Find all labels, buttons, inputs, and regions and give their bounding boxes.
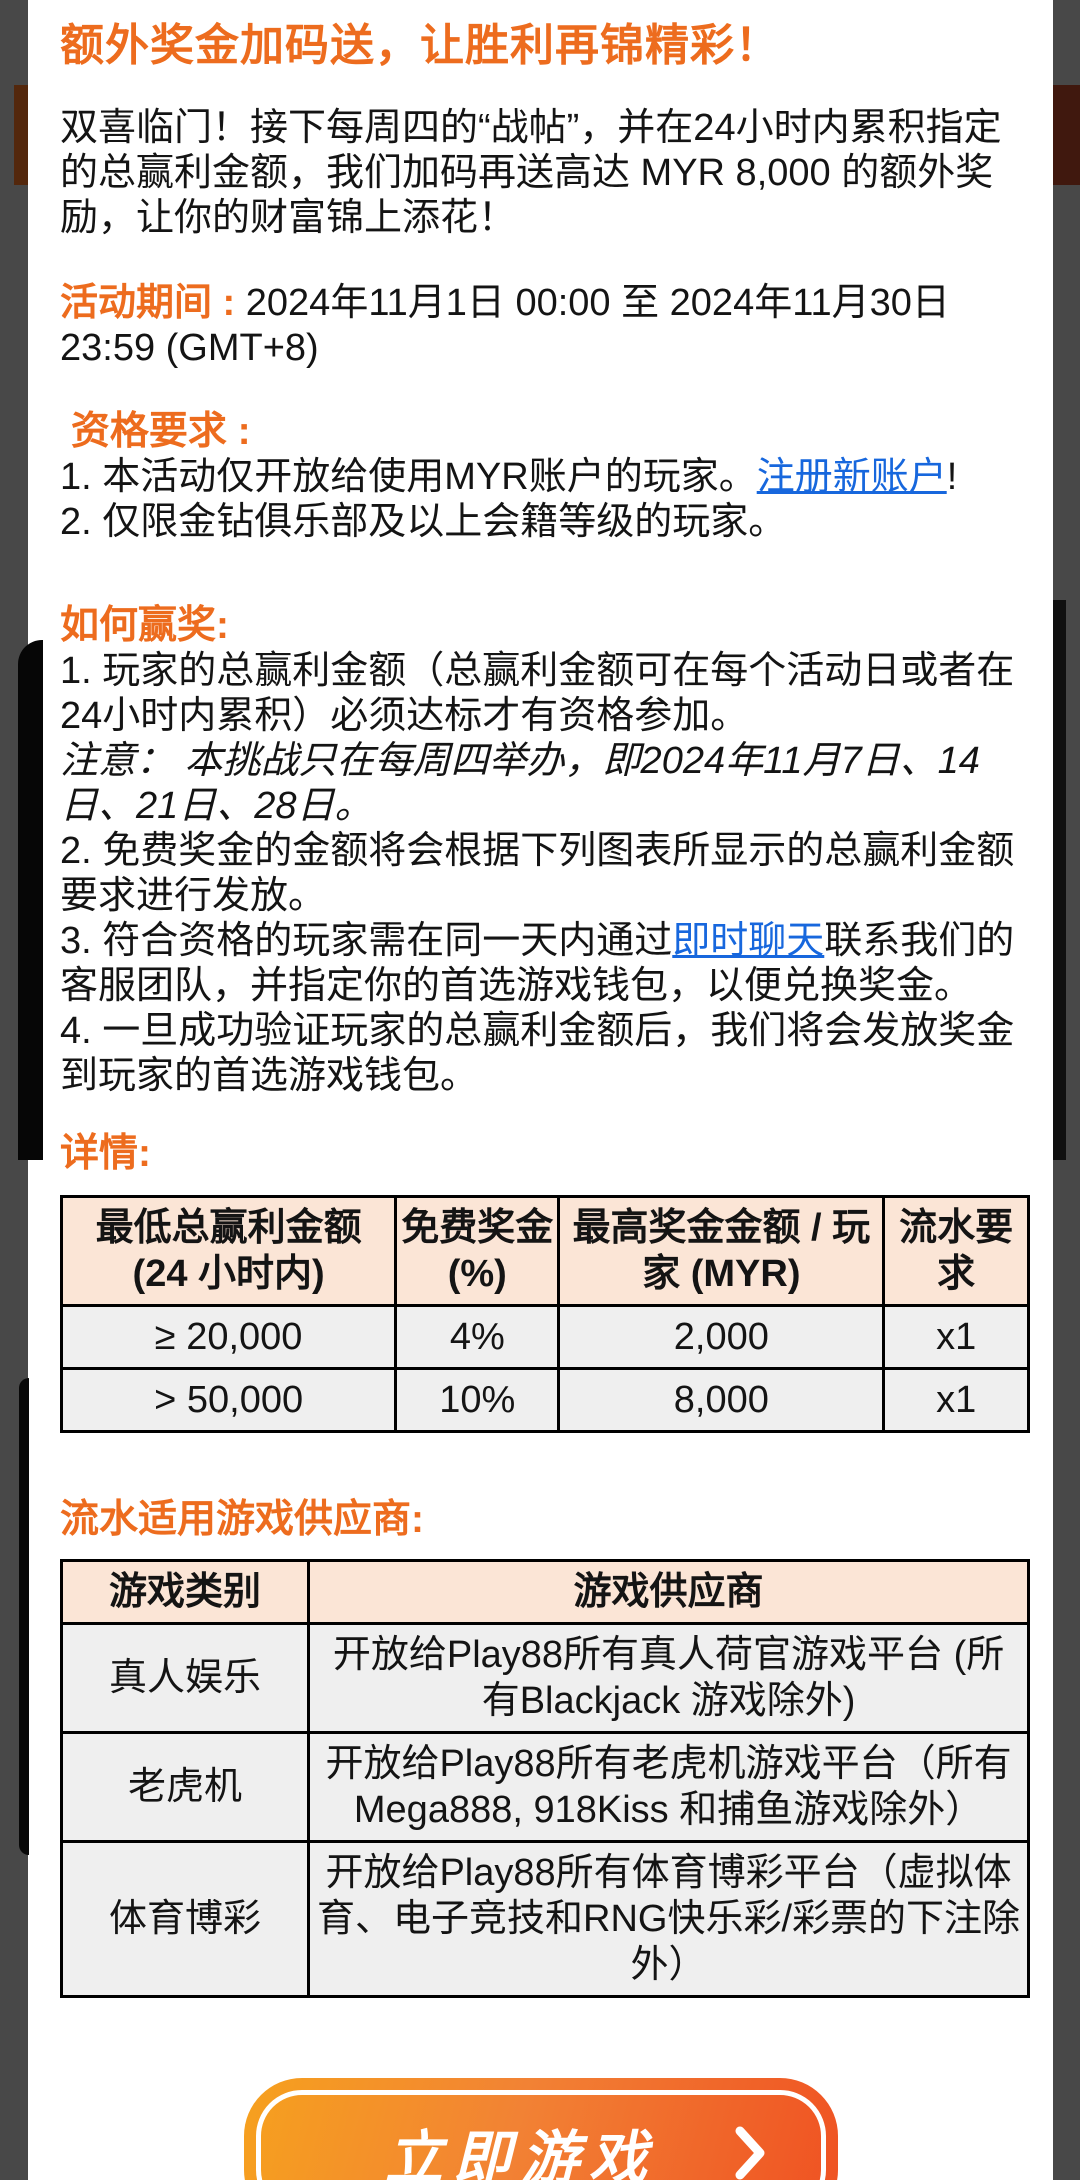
play-now-button[interactable]: 立即游戏: [244, 2078, 838, 2180]
cell-min-winnings: ≥ 20,000: [59, 1304, 398, 1370]
table-row: 真人娱乐 开放给Play88所有真人荷官游戏平台 (所有Blackjack 游戏…: [59, 1622, 1030, 1734]
eligibility-item-2: 2. 仅限金钻俱乐部及以上会籍等级的玩家。: [60, 501, 787, 543]
promo-intro: 双喜临门！接下每周四的“战帖”，并在24小时内累积指定的总赢利金额，我们加码再送…: [60, 107, 1002, 239]
how-to-win-item-2: 2. 免费奖金的金额将会根据下列图表所显示的总赢利金额要求进行发放。: [60, 830, 1015, 917]
cell-category: 真人娱乐: [59, 1622, 311, 1734]
cell-category: 老虎机: [59, 1731, 311, 1843]
cell-provider: 开放给Play88所有体育博彩平台（虚拟体育、电子竞技和RNG快乐彩/彩票的下注…: [307, 1840, 1030, 1998]
table-row: ≥ 20,000 4% 2,000 x1: [59, 1304, 1030, 1370]
cell-category: 体育博彩: [59, 1840, 311, 1998]
how-to-win-list: 1. 玩家的总赢利金额（总赢利金额可在每个活动日或者在24小时内累积）必须达标才…: [60, 649, 1030, 1099]
details-col-min-winnings: 最低总赢利金额 (24 小时内): [59, 1195, 398, 1307]
eligibility-item-1: 1. 本活动仅开放给使用MYR账户的玩家。注册新账户!: [60, 456, 958, 498]
cell-min-winnings: > 50,000: [59, 1367, 398, 1433]
promo-content-card: 额外奖金加码送，让胜利再锦精彩！ 双喜临门！接下每周四的“战帖”，并在24小时内…: [28, 0, 1053, 2180]
details-table: 最低总赢利金额 (24 小时内) 免费奖金 (%) 最高奖金金额 / 玩家 (M…: [59, 1195, 1030, 1433]
cell-turnover: x1: [882, 1304, 1030, 1370]
cell-free-bonus: 10%: [394, 1367, 561, 1433]
how-to-win-item-4: 4. 一旦成功验证玩家的总赢利金额后，我们将会发放奖金到玩家的首选游戏钱包。: [60, 1010, 1015, 1097]
play-now-label: 立即游戏: [384, 2126, 657, 2180]
cell-max-bonus: 2,000: [557, 1304, 886, 1370]
how-to-win-item-1: 1. 玩家的总赢利金额（总赢利金额可在每个活动日或者在24小时内累积）必须达标才…: [60, 650, 1015, 737]
providers-col-provider: 游戏供应商: [307, 1559, 1030, 1625]
how-to-win-heading: 如何赢奖:: [60, 604, 229, 647]
providers-col-category: 游戏类别: [59, 1559, 311, 1625]
how-to-win-note: 注意： 本挑战只在每周四举办，即2024年11月7日、14日、21日、28日。: [60, 740, 980, 827]
cell-free-bonus: 4%: [394, 1304, 561, 1370]
cell-provider: 开放给Play88所有真人荷官游戏平台 (所有Blackjack 游戏除外): [307, 1622, 1030, 1734]
table-row: 体育博彩 开放给Play88所有体育博彩平台（虚拟体育、电子竞技和RNG快乐彩/…: [59, 1840, 1030, 1998]
cell-provider: 开放给Play88所有老虎机游戏平台（所有Mega888, 918Kiss 和捕…: [307, 1731, 1030, 1843]
live-chat-link[interactable]: 即时聊天: [672, 920, 825, 962]
cell-turnover: x1: [882, 1367, 1030, 1433]
cell-max-bonus: 8,000: [557, 1367, 886, 1433]
chevron-right-icon: [735, 2126, 765, 2180]
details-col-turnover: 流水要求: [882, 1195, 1030, 1307]
period-value: 2024年11月1日 00:00 至 2024年11月30日 23:59 (GM…: [60, 282, 950, 369]
table-header-row: 游戏类别 游戏供应商: [59, 1559, 1030, 1625]
promo-period: 活动期间 : 2024年11月1日 00:00 至 2024年11月30日 23…: [60, 281, 1030, 371]
details-heading: 详情:: [60, 1132, 151, 1175]
table-header-row: 最低总赢利金额 (24 小时内) 免费奖金 (%) 最高奖金金额 / 玩家 (M…: [59, 1195, 1030, 1307]
how-to-win-item-3: 3. 符合资格的玩家需在同一天内通过即时聊天联系我们的客服团队，并指定你的首选游…: [60, 920, 1015, 1007]
table-row: 老虎机 开放给Play88所有老虎机游戏平台（所有Mega888, 918Kis…: [59, 1731, 1030, 1843]
details-col-max-bonus: 最高奖金金额 / 玩家 (MYR): [557, 1195, 886, 1307]
providers-heading: 流水适用游戏供应商:: [60, 1498, 424, 1541]
background-panel-dark-left-upper: [18, 640, 43, 1160]
providers-table: 游戏类别 游戏供应商 真人娱乐 开放给Play88所有真人荷官游戏平台 (所有B…: [59, 1559, 1030, 1998]
background-panel-dark-left-lower: [19, 1378, 29, 1855]
table-row: > 50,000 10% 8,000 x1: [59, 1367, 1030, 1433]
register-account-link[interactable]: 注册新账户: [756, 456, 947, 498]
eligibility-list: 1. 本活动仅开放给使用MYR账户的玩家。注册新账户! 2. 仅限金钻俱乐部及以…: [60, 455, 1030, 545]
promo-title: 额外奖金加码送，让胜利再锦精彩！: [60, 21, 780, 70]
background-panel-dark-right: [1053, 600, 1066, 1160]
background-band-brown-left: [14, 85, 28, 185]
period-label: 活动期间 :: [60, 282, 246, 324]
eligibility-heading: 资格要求 :: [60, 410, 251, 453]
background-band-brown-right: [1053, 85, 1080, 185]
details-col-free-bonus: 免费奖金 (%): [394, 1195, 561, 1307]
